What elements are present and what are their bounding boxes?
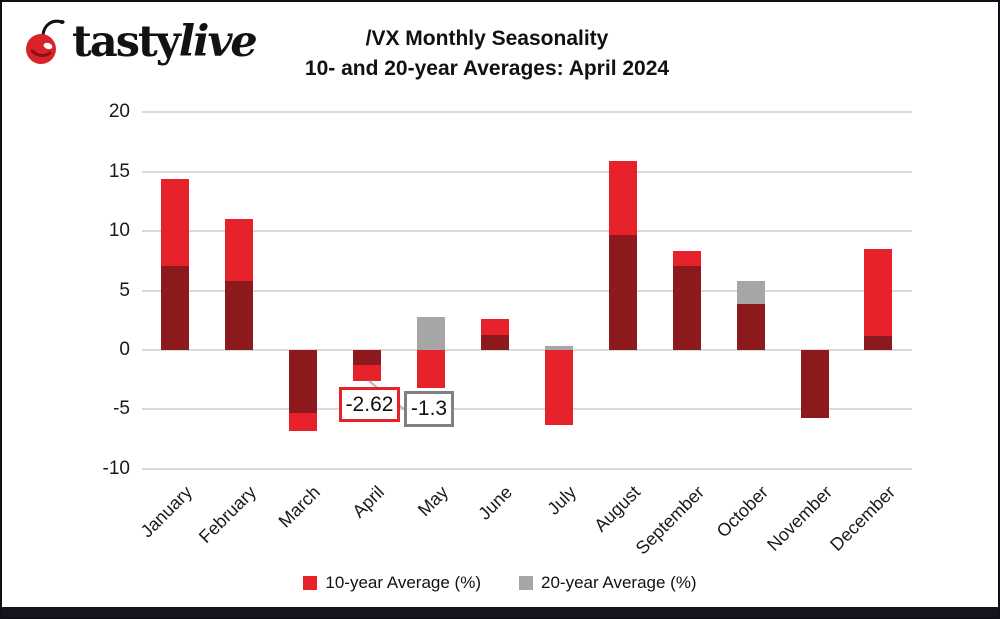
legend-item-20yr: 20-year Average (%) [519, 573, 697, 593]
gridline [142, 230, 912, 233]
y-axis-tick-label: 0 [119, 339, 130, 360]
bar-segment-june [480, 334, 509, 350]
bar-segment-may [416, 350, 445, 389]
bar-segment-july [544, 346, 573, 350]
bar-segment-february [224, 219, 253, 282]
bar-segment-march [288, 350, 317, 413]
annotation-april-10yr: -2.62 [339, 387, 400, 422]
bar-segment-december [864, 335, 893, 350]
bar-segment-april [352, 365, 381, 382]
bar-segment-august [608, 234, 637, 350]
bar-segment-november [800, 350, 829, 418]
gridline [142, 111, 912, 114]
footer-accent-bar [2, 607, 998, 617]
logo-text-live: live [178, 16, 258, 67]
bar-segment-april [352, 350, 381, 366]
logo-wordmark: tastylive [72, 20, 258, 64]
gridline [142, 467, 912, 470]
y-axis-tick-label: 15 [108, 160, 130, 182]
cherry-body [26, 34, 56, 64]
y-axis-tick-label: 20 [108, 101, 130, 123]
annotation-april-10yr-value: -2.62 [345, 392, 394, 416]
cherry-icon [26, 19, 65, 64]
chart-title-line1: /VX Monthly Seasonality [365, 27, 609, 50]
y-axis-tick-label: 5 [119, 279, 130, 301]
gridline [142, 408, 912, 411]
bar-segment-october [736, 303, 765, 350]
chart-title-line2: 10- and 20-year Averages: April 2024 [304, 57, 670, 80]
legend-swatch-10yr-icon [303, 576, 318, 590]
y-axis-tick-label: 10 [108, 220, 130, 242]
legend-item-10yr: 10-year Average (%) [303, 573, 481, 593]
bar-segment-september [672, 251, 701, 266]
legend-swatch-20yr-icon [519, 576, 533, 590]
bar-segment-june [480, 319, 509, 335]
logo-text-tasty: tasty [72, 16, 181, 67]
tastylive-logo: tastylive [24, 14, 258, 70]
bar-segment-september [672, 265, 701, 350]
bar-segment-august [608, 161, 637, 235]
gridline [142, 349, 912, 351]
y-axis-tick-label: -5 [113, 398, 130, 420]
bar-segment-may [416, 316, 445, 350]
bar-segment-january [161, 265, 189, 350]
chart-title: /VX Monthly Seasonality 10- and 20-year … [252, 24, 722, 84]
gridline [142, 170, 912, 173]
annotation-april-20yr: -1.3 [404, 391, 454, 427]
gridline [142, 289, 912, 292]
bar-segment-october [736, 281, 765, 304]
chart-legend: 10-year Average (%) 20-year Average (%) [2, 573, 998, 593]
annotation-april-20yr-value: -1.3 [410, 397, 448, 420]
bar-segment-july [544, 350, 573, 425]
bar-segment-december [864, 249, 893, 336]
bar-segment-january [161, 178, 189, 266]
bar-segment-march [288, 412, 317, 431]
legend-label-20yr: 20-year Average (%) [541, 573, 697, 592]
y-axis-tick-label: -10 [102, 457, 130, 479]
bar-segment-february [224, 281, 253, 350]
legend-label-10yr: 10-year Average (%) [325, 573, 481, 592]
